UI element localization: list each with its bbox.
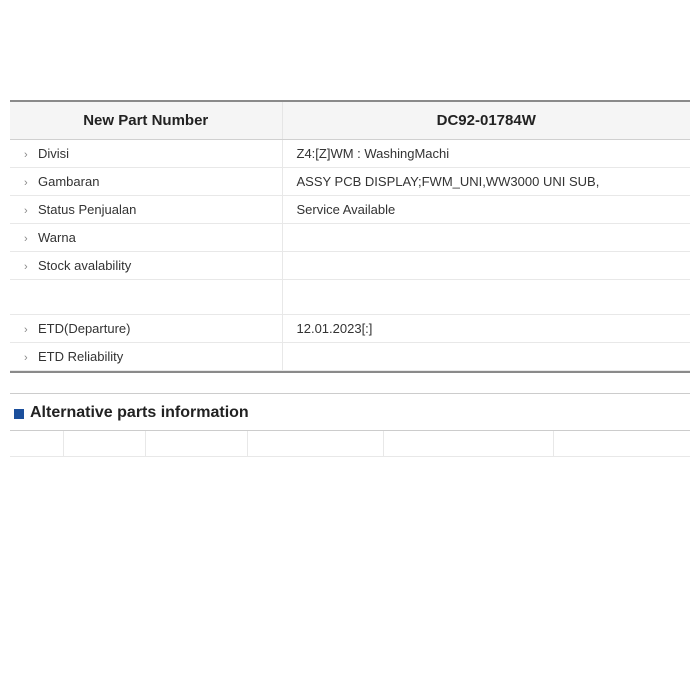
alt-col — [384, 431, 554, 456]
part-details-table: New Part Number DC92-01784W › Divisi Z4:[… — [10, 100, 690, 371]
row-value — [282, 343, 690, 371]
row-label: Warna — [38, 230, 76, 245]
header-label: New Part Number — [10, 101, 282, 140]
part-info-panel: New Part Number DC92-01784W › Divisi Z4:[… — [0, 0, 700, 477]
row-label: ETD(Departure) — [38, 321, 130, 336]
section-title: Alternative parts information — [30, 404, 249, 422]
table-header-row: New Part Number DC92-01784W — [10, 101, 690, 140]
row-value: 12.01.2023[:] — [282, 315, 690, 343]
table-row: › Divisi Z4:[Z]WM : WashingMachi — [10, 140, 690, 168]
alternative-parts-table-header — [10, 431, 690, 457]
row-value — [282, 224, 690, 252]
chevron-right-icon: › — [24, 149, 32, 161]
chevron-right-icon: › — [24, 352, 32, 364]
alt-col — [64, 431, 146, 456]
table-row: › Status Penjualan Service Available — [10, 196, 690, 224]
row-label: Stock avalability — [38, 258, 131, 273]
chevron-right-icon: › — [24, 177, 32, 189]
table-bottom-border — [10, 371, 690, 373]
chevron-right-icon: › — [24, 233, 32, 245]
table-row: › ETD Reliability — [10, 343, 690, 371]
row-label: ETD Reliability — [38, 349, 123, 364]
section-bullet-icon — [14, 409, 24, 419]
row-label: Status Penjualan — [38, 202, 136, 217]
chevron-right-icon: › — [24, 324, 32, 336]
chevron-right-icon: › — [24, 205, 32, 217]
alt-col — [248, 431, 384, 456]
alt-col — [10, 431, 64, 456]
table-row: › Warna — [10, 224, 690, 252]
table-spacer-row — [10, 280, 690, 315]
row-value: ASSY PCB DISPLAY;FWM_UNI,WW3000 UNI SUB, — [282, 168, 690, 196]
alt-col — [554, 431, 690, 456]
table-row: › Gambaran ASSY PCB DISPLAY;FWM_UNI,WW300… — [10, 168, 690, 196]
row-label: Gambaran — [38, 174, 99, 189]
row-value: Z4:[Z]WM : WashingMachi — [282, 140, 690, 168]
row-value — [282, 252, 690, 280]
row-value: Service Available — [282, 196, 690, 224]
row-label: Divisi — [38, 146, 69, 161]
table-row: › Stock avalability — [10, 252, 690, 280]
alternative-parts-section-header: Alternative parts information — [10, 393, 690, 431]
alt-col — [146, 431, 248, 456]
chevron-right-icon: › — [24, 261, 32, 273]
table-row: › ETD(Departure) 12.01.2023[:] — [10, 315, 690, 343]
header-value: DC92-01784W — [282, 101, 690, 140]
